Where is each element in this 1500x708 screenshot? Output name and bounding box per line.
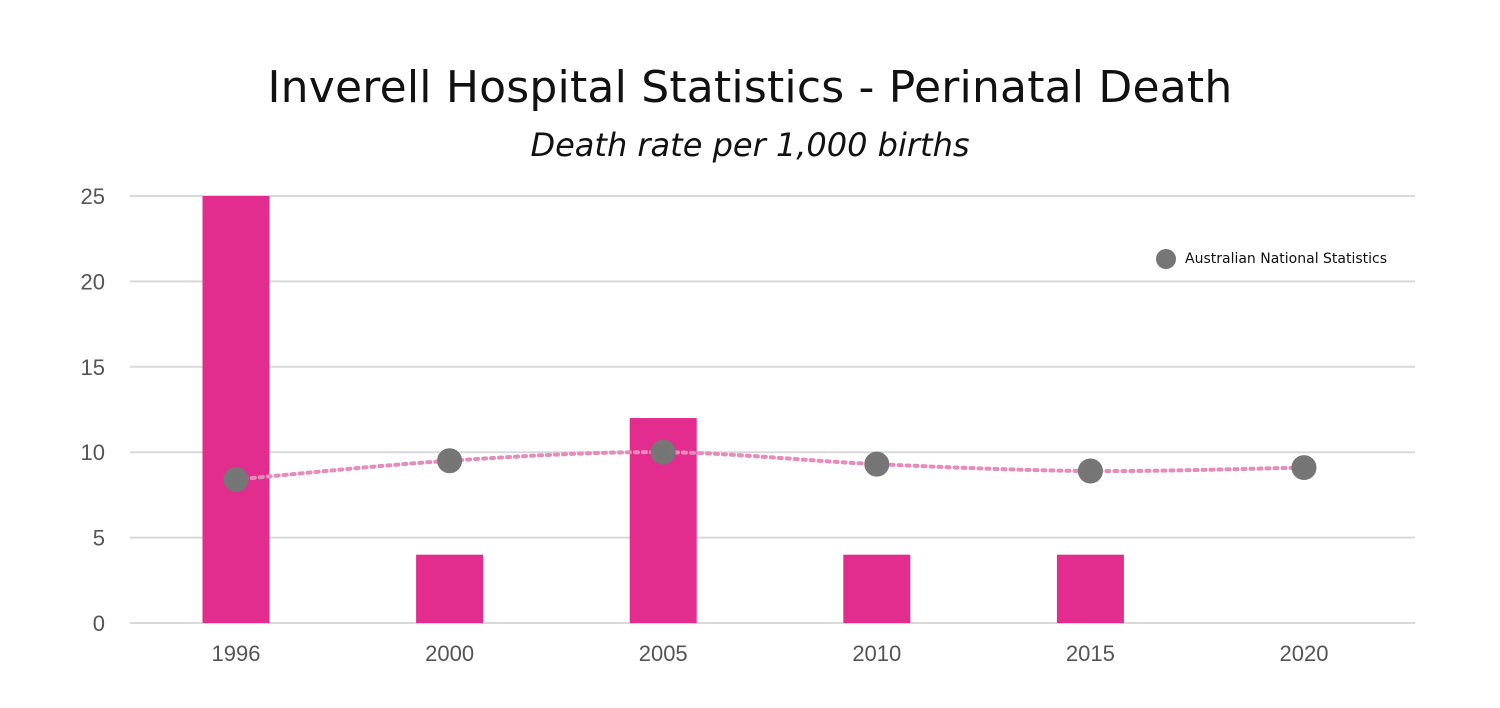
national-stats-series [223,439,1317,493]
x-tick-label: 2020 [1280,641,1329,666]
bar-2010 [843,554,911,623]
point-inner-2010 [868,456,885,473]
x-tick-label: 2010 [852,641,901,666]
bar-2000 [416,554,484,623]
bar-2015 [1056,554,1124,623]
point-inner-2015 [1082,462,1099,479]
x-tick-label: 2000 [425,641,474,666]
y-axis-ticks: 0 5 10 15 20 25 [81,184,105,636]
y-tick-label: 15 [81,355,105,380]
chart-subtitle: Death rate per 1,000 births [530,126,970,164]
y-tick-label: 5 [93,526,105,551]
point-inner-1996 [228,471,244,488]
y-tick-label: 0 [93,611,105,636]
grid-lines [130,195,1415,624]
chart-title: Inverell Hospital Statistics - Perinatal… [267,62,1233,113]
point-inner-2020 [1296,459,1312,476]
point-inner-2005 [655,444,672,461]
point-inner-2000 [441,452,458,469]
x-tick-label: 2005 [639,641,688,666]
y-tick-label: 10 [81,440,105,465]
bar-series [202,196,1124,623]
x-tick-label: 1996 [212,641,261,666]
y-tick-label: 20 [81,269,105,294]
y-tick-label: 25 [81,184,105,209]
x-tick-label: 2015 [1066,641,1115,666]
bar-1996 [202,196,270,623]
national-stats-line [234,450,1306,482]
legend-marker [1156,249,1176,269]
legend: Australian National Statistics [1156,249,1387,269]
legend-label: Australian National Statistics [1185,251,1387,267]
x-axis-ticks: 1996 2000 2005 2010 2015 2020 [212,641,1329,666]
